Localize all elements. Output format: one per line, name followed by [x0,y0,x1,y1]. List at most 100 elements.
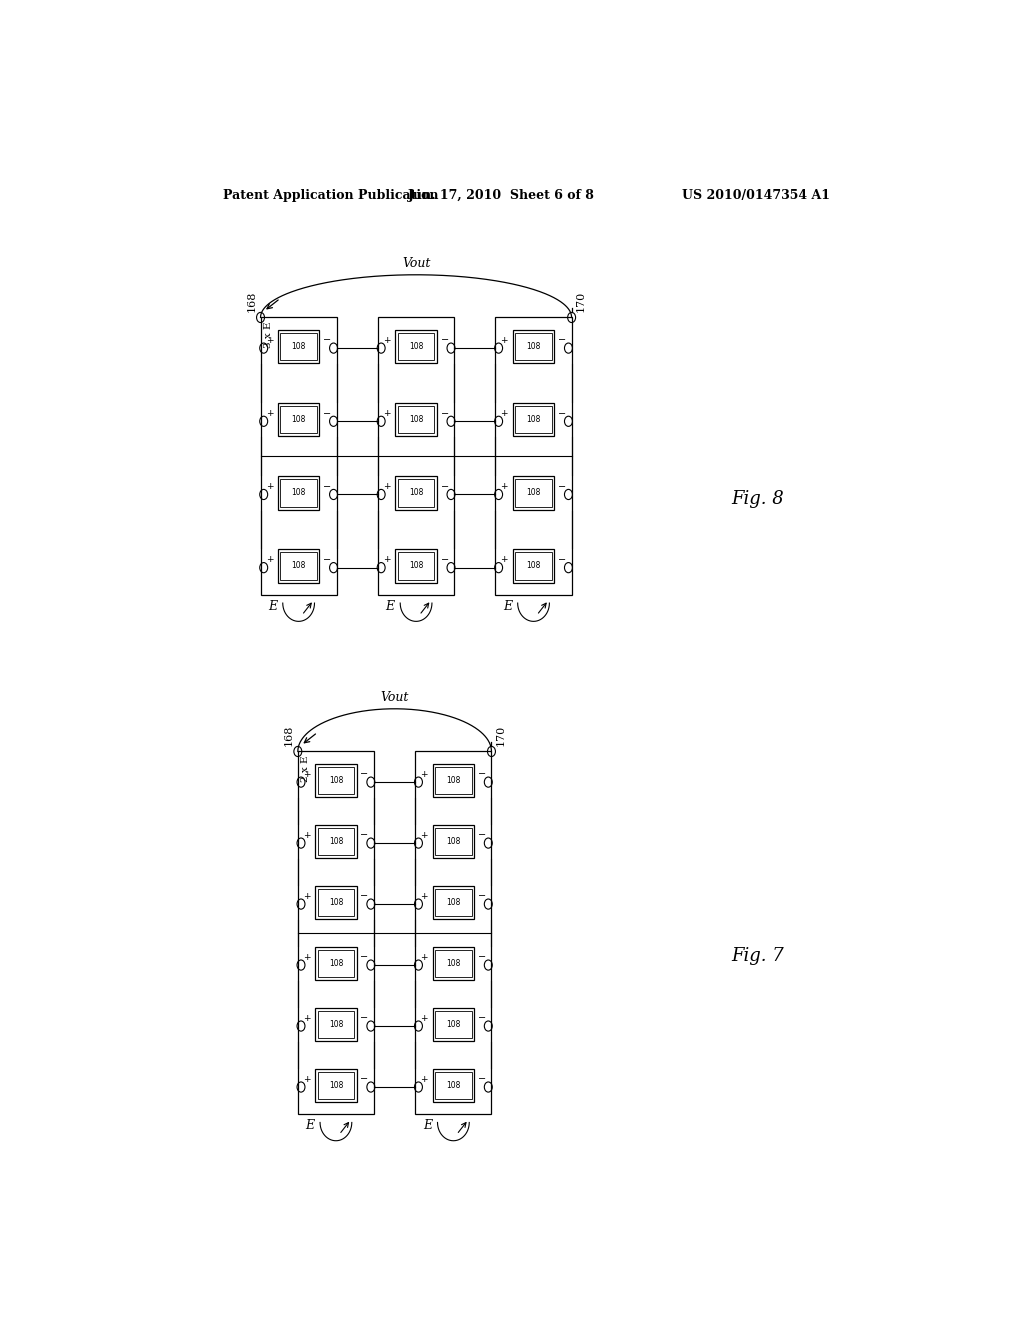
Bar [395,330,436,363]
Text: +: + [383,409,390,418]
Text: +: + [265,556,273,565]
Bar [515,552,552,579]
Text: 108: 108 [446,1081,461,1090]
Bar [433,1069,474,1102]
Text: +: + [421,830,428,840]
Text: E: E [503,599,512,612]
Text: 108: 108 [292,561,306,570]
Bar [397,333,434,360]
Text: +: + [421,953,428,962]
Bar [315,886,356,919]
Bar [397,552,434,579]
Bar [278,403,319,437]
Text: +: + [501,335,508,345]
Text: −: − [360,1014,369,1023]
Text: +: + [303,892,310,900]
Bar [433,825,474,858]
Text: 108: 108 [526,488,541,498]
Text: 108: 108 [446,1020,461,1028]
Text: 2 x E: 2 x E [301,755,310,781]
Text: 108: 108 [292,488,306,498]
Text: +: + [303,953,310,962]
Text: 108: 108 [446,776,461,785]
Bar [260,318,337,595]
Bar [378,318,455,595]
Text: Fig. 7: Fig. 7 [731,948,784,965]
Bar [397,405,434,433]
Text: 168: 168 [284,725,294,746]
Bar [435,767,472,795]
Text: 108: 108 [409,342,423,351]
Bar [513,477,554,510]
Bar [515,405,552,433]
Bar [435,1011,472,1038]
Text: −: − [323,409,331,418]
Bar [433,946,474,981]
Bar [397,479,434,507]
Text: Vout: Vout [401,256,430,269]
Bar [433,764,474,797]
Bar [433,886,474,919]
Bar [435,828,472,855]
Bar [395,549,436,582]
Text: 108: 108 [329,958,343,968]
Text: 170: 170 [496,725,506,746]
Bar [435,888,472,916]
Text: 108: 108 [526,414,541,424]
Text: −: − [558,409,566,418]
Bar [515,333,552,360]
Bar [513,549,554,582]
Bar [317,1072,354,1100]
Text: 108: 108 [329,1020,343,1028]
Text: 108: 108 [446,898,461,907]
Bar [315,825,356,858]
Bar [395,403,436,437]
Text: Jun. 17, 2010  Sheet 6 of 8: Jun. 17, 2010 Sheet 6 of 8 [408,189,594,202]
Bar [281,552,316,579]
Text: −: − [440,409,449,418]
Text: −: − [440,554,449,565]
Text: +: + [265,409,273,418]
Text: 108: 108 [446,837,461,846]
Text: +: + [383,335,390,345]
Bar [317,1011,354,1038]
Text: 108: 108 [329,776,343,785]
Bar [496,318,571,595]
Bar [315,764,356,797]
Text: E: E [385,599,394,612]
Text: 108: 108 [329,837,343,846]
Text: +: + [303,830,310,840]
Text: −: − [478,830,486,841]
Bar [278,477,319,510]
Text: +: + [265,482,273,491]
Text: 108: 108 [292,342,306,351]
Bar [435,949,472,977]
Bar [315,1007,356,1041]
Bar [433,1007,474,1041]
Text: Patent Application Publication: Patent Application Publication [223,189,438,202]
Text: E: E [268,599,278,612]
Bar [298,751,374,1114]
Bar [515,479,552,507]
Bar [278,330,319,363]
Bar [317,888,354,916]
Text: 108: 108 [526,342,541,351]
Bar [281,405,316,433]
Bar [513,403,554,437]
Bar [317,949,354,977]
Bar [513,330,554,363]
Text: −: − [558,335,566,346]
Text: +: + [303,1014,310,1023]
Text: −: − [440,482,449,492]
Text: +: + [421,1014,428,1023]
Text: 3 x E: 3 x E [264,322,272,348]
Text: +: + [303,770,310,779]
Bar [315,1069,356,1102]
Text: US 2010/0147354 A1: US 2010/0147354 A1 [682,189,830,202]
Text: −: − [440,335,449,346]
Text: 108: 108 [409,561,423,570]
Text: 108: 108 [329,1081,343,1090]
Text: +: + [303,1074,310,1084]
Text: +: + [265,335,273,345]
Text: +: + [501,556,508,565]
